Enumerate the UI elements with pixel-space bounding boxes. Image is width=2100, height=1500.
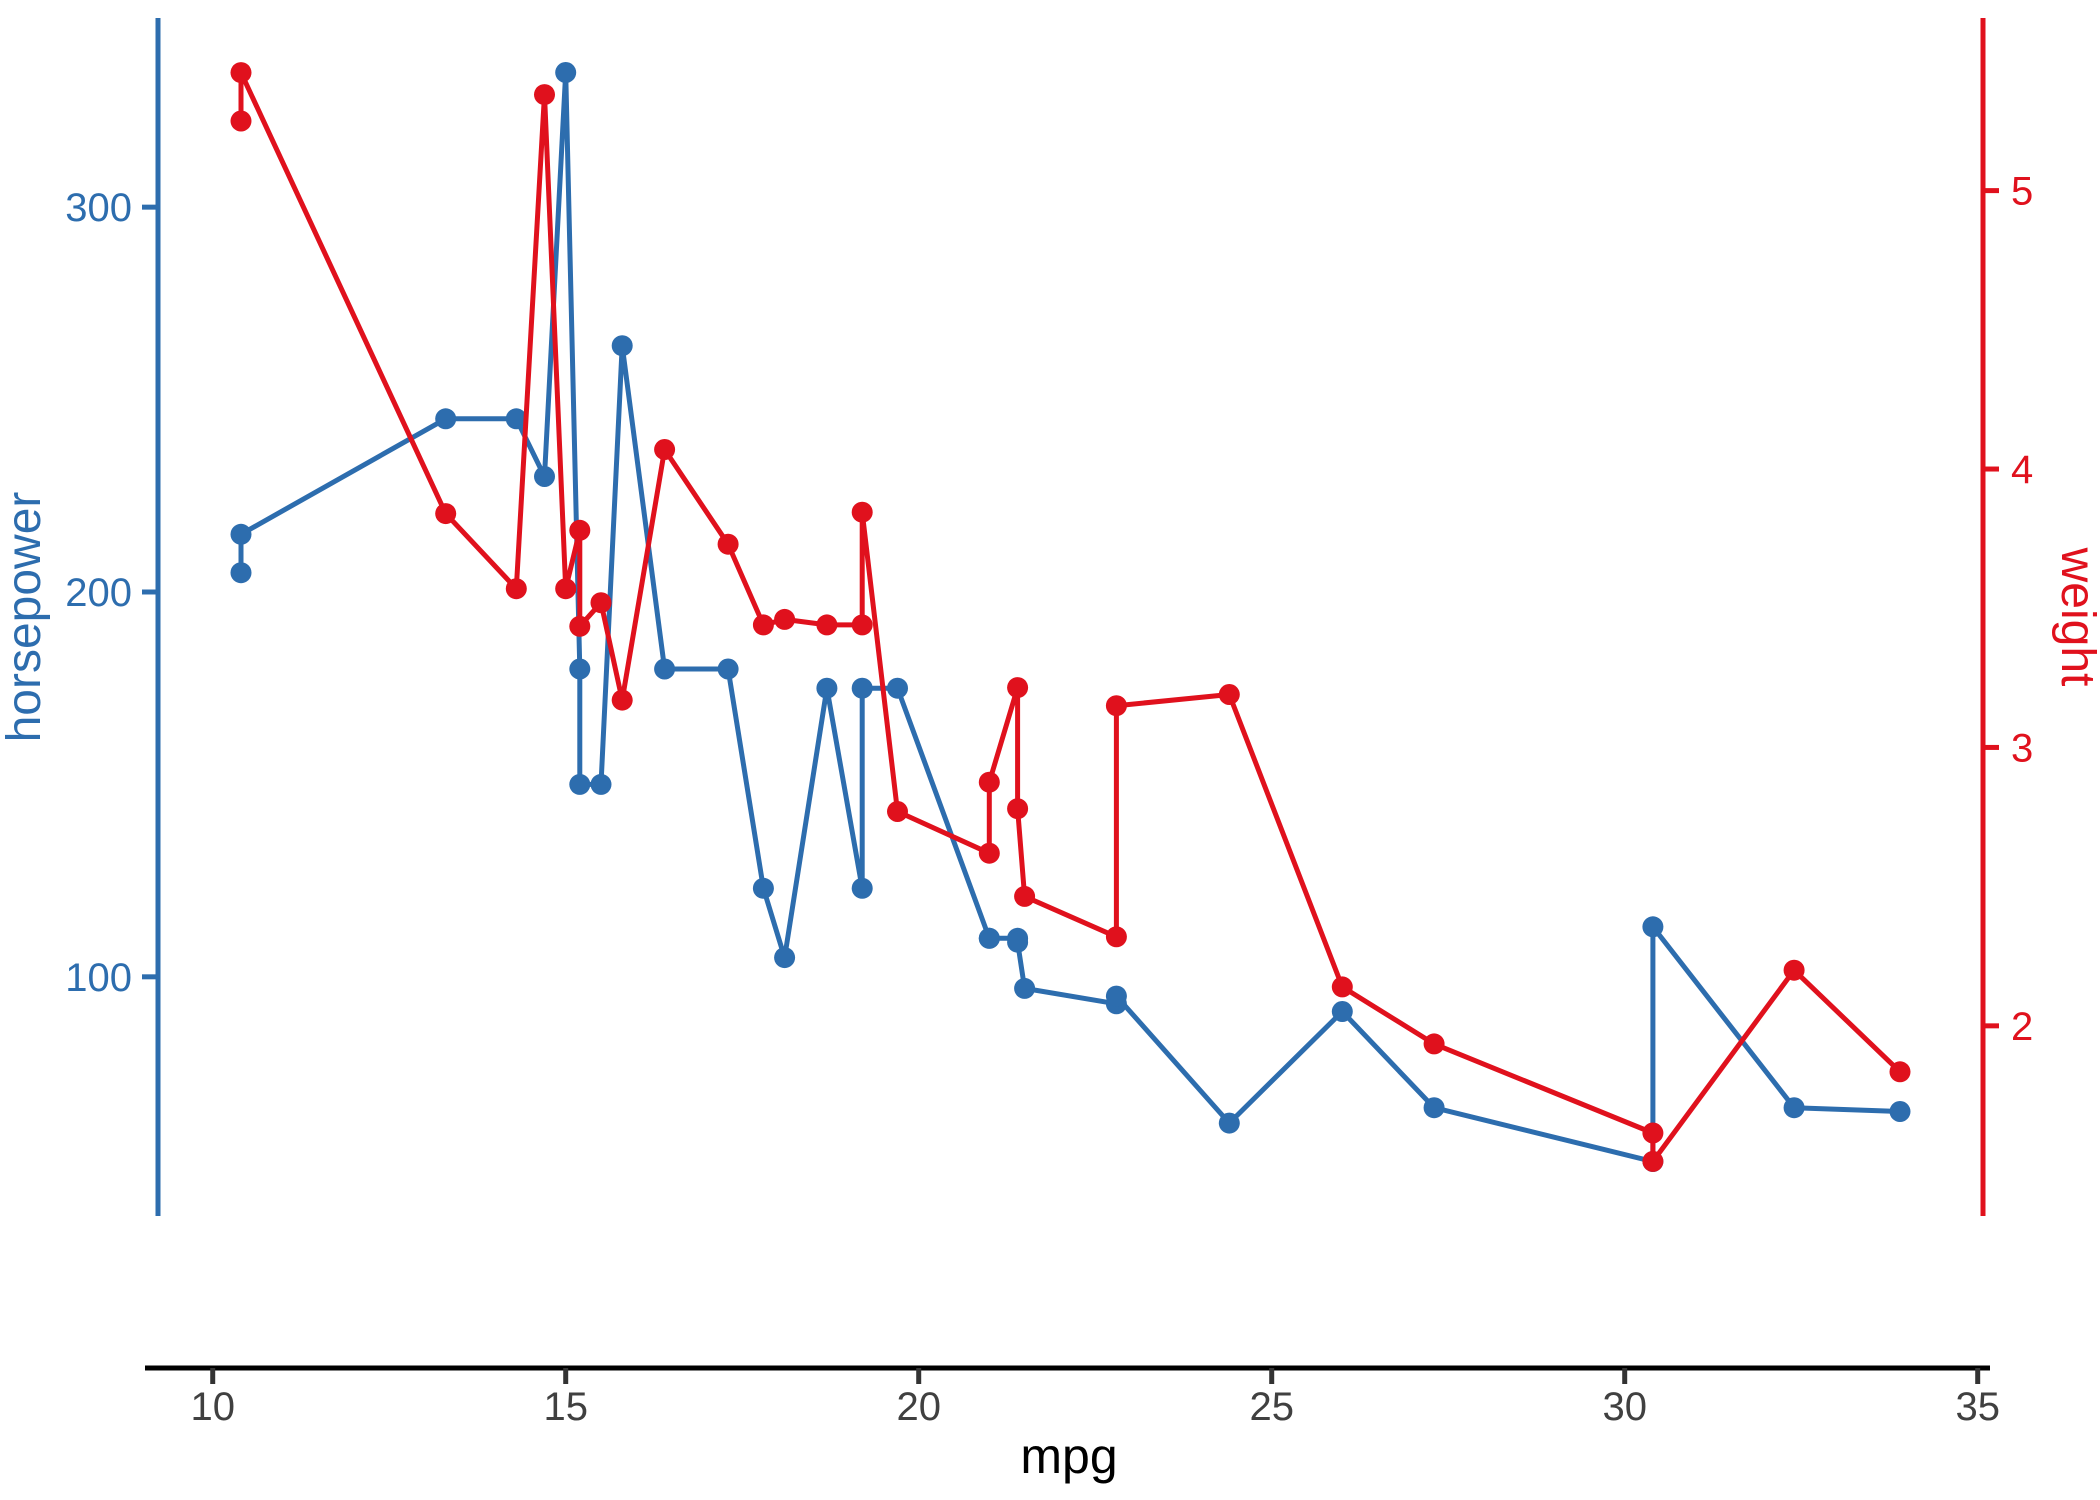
weight-point	[1007, 677, 1029, 699]
weight-point	[611, 689, 633, 711]
horsepower-point	[1014, 977, 1036, 999]
right-tick-label: 3	[2011, 726, 2033, 770]
weight-point	[654, 439, 676, 460]
weight-point	[978, 842, 1000, 864]
weight-point	[887, 801, 908, 822]
weight-point	[1007, 798, 1029, 820]
x-tick-label: 25	[1249, 1385, 1294, 1429]
weight-point	[1105, 695, 1127, 717]
weight-point	[717, 533, 739, 555]
weight-point	[752, 614, 774, 636]
horsepower-point	[717, 658, 739, 680]
right-tick-label: 4	[2011, 448, 2033, 492]
horsepower-line	[238, 70, 1903, 1164]
horsepower-point	[774, 947, 796, 969]
horsepower-point	[230, 562, 252, 584]
horsepower-point	[1331, 1001, 1353, 1022]
x-tick-label: 35	[1955, 1385, 2000, 1429]
horsepower-point	[752, 877, 774, 899]
weight-point	[534, 84, 555, 106]
weight-point	[230, 62, 252, 84]
weight-point	[555, 578, 577, 600]
horsepower-point	[851, 677, 873, 699]
weight-point	[230, 110, 252, 132]
left-tick-label: 300	[65, 186, 132, 230]
horsepower-point	[569, 773, 591, 795]
horsepower-point	[435, 408, 457, 430]
horsepower-point	[230, 523, 252, 545]
horsepower-point	[1783, 1097, 1805, 1119]
horsepower-point	[505, 408, 527, 430]
x-axis-title: mpg	[1020, 1428, 1117, 1484]
weight-point	[1642, 1150, 1664, 1172]
weight-point	[505, 578, 527, 600]
horsepower-point	[611, 335, 633, 357]
right-axis-title: weight	[2051, 547, 2100, 687]
horsepower-point	[816, 677, 838, 699]
horsepower-point	[534, 466, 555, 487]
left-y-axis-horsepower: 100 200 300	[65, 18, 161, 1216]
weight-point	[1014, 885, 1036, 907]
horsepower-point	[1642, 916, 1664, 938]
horsepower-point	[978, 927, 1000, 949]
horsepower-point	[1007, 931, 1029, 953]
weight-point	[435, 503, 457, 525]
horsepower-point	[1105, 985, 1127, 1007]
weight-point	[569, 615, 591, 637]
weight-point	[590, 592, 612, 614]
x-tick-label: 15	[543, 1385, 588, 1429]
left-tick-label: 100	[65, 956, 132, 1000]
x-tick-label: 30	[1602, 1385, 1647, 1429]
weight-point	[774, 608, 796, 630]
right-tick-label: 2	[2011, 1005, 2033, 1049]
horsepower-point	[1889, 1101, 1911, 1122]
data-series	[230, 62, 1911, 1172]
weight-point	[569, 519, 591, 541]
right-y-axis-weight: 2 3 4 5	[1980, 18, 2033, 1216]
horsepower-point	[654, 658, 676, 680]
weight-point	[1105, 926, 1127, 948]
horsepower-point	[887, 677, 908, 699]
left-axis-title: horsepower	[0, 492, 51, 743]
horsepower-point	[569, 658, 591, 680]
weight-point	[1218, 684, 1240, 705]
left-tick-label: 200	[65, 571, 132, 615]
right-tick-label: 5	[2011, 170, 2033, 214]
x-tick-label: 10	[190, 1385, 235, 1429]
weight-point	[1889, 1061, 1911, 1083]
weight-point	[1423, 1033, 1445, 1055]
x-tick-label: 20	[896, 1385, 941, 1429]
horsepower-point	[590, 773, 612, 795]
horsepower-point	[851, 877, 873, 899]
horsepower-point	[555, 62, 577, 83]
weight-point	[978, 771, 1000, 793]
x-axis: 10 15 20 25 30 35	[145, 1365, 2000, 1429]
horsepower-point	[1218, 1112, 1240, 1134]
weight-point	[816, 614, 838, 636]
weight-point	[1642, 1122, 1664, 1144]
horsepower-point	[1423, 1097, 1445, 1119]
weight-point	[851, 614, 873, 636]
weight-point	[1331, 976, 1353, 998]
weight-point	[851, 501, 873, 523]
weight-point	[1783, 959, 1805, 981]
